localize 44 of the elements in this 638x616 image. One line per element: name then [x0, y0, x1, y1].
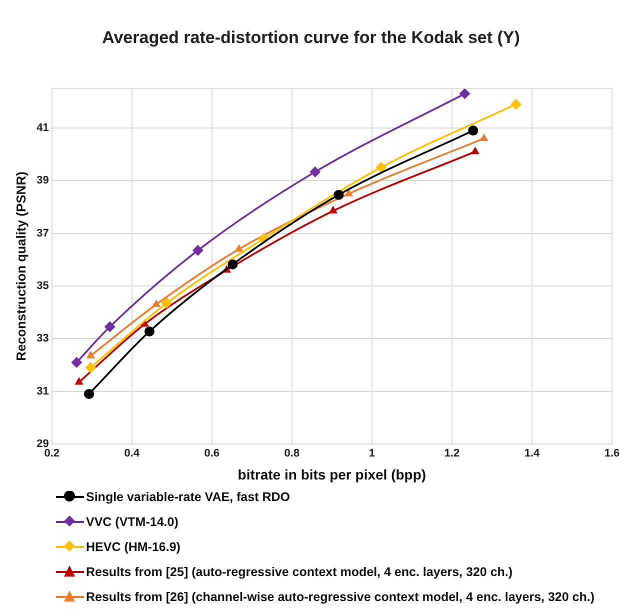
point	[470, 146, 480, 154]
x-tick-label: 0.4	[124, 448, 140, 460]
chart-title: Averaged rate-distortion curve for the Kodak set (Y)	[102, 28, 520, 47]
legend-label: Results from [26] (channel-wise auto-regressive context model, 4 enc. layers, 320 ch.)	[86, 590, 595, 604]
point	[144, 326, 154, 337]
x-axis-title: bitrate in bits per pixel (bpp)	[238, 466, 426, 482]
legend-label: HEVC (HM-16.9)	[86, 540, 180, 554]
y-tick-label: 41	[36, 122, 49, 134]
x-tick-label: 0.2	[44, 448, 60, 460]
point	[468, 126, 478, 136]
point	[84, 388, 94, 399]
point	[161, 298, 172, 309]
point	[71, 356, 82, 368]
y-tick-label: 35	[36, 280, 49, 292]
x-tick-label: 1.2	[444, 448, 460, 460]
point	[334, 190, 344, 200]
y-axis-title: Reconstruction quality (PSNR)	[13, 172, 28, 361]
y-tick-label: 31	[36, 385, 49, 398]
x-tick-label: 0.8	[284, 448, 300, 460]
legend-label: VVC (VTM-14.0)	[86, 514, 178, 528]
point	[228, 259, 238, 270]
point	[459, 88, 470, 100]
legend-label: Single variable-rate VAE, fast RDO	[86, 490, 290, 504]
x-tick-label: 0.6	[204, 448, 220, 460]
point	[510, 98, 522, 110]
point	[310, 166, 321, 178]
point	[104, 321, 116, 332]
point	[86, 350, 95, 358]
y-tick-label: 39	[36, 174, 49, 187]
point	[480, 133, 488, 141]
point	[152, 299, 161, 307]
y-tick-label: 37	[36, 227, 49, 240]
y-tick-label: 29	[36, 438, 49, 450]
legend-label: Results from [25] (auto-regressive context model, 4 enc. layers, 320 ch.)	[86, 564, 513, 578]
point	[328, 206, 338, 214]
point	[85, 362, 96, 374]
point	[234, 244, 244, 252]
x-tick-label: 1	[368, 448, 375, 460]
point	[74, 377, 84, 385]
x-tick-label: 1.4	[524, 448, 540, 460]
point	[376, 162, 387, 173]
y-tick-label: 33	[36, 332, 49, 345]
x-tick-label: 1.6	[604, 448, 620, 460]
point	[192, 244, 204, 256]
